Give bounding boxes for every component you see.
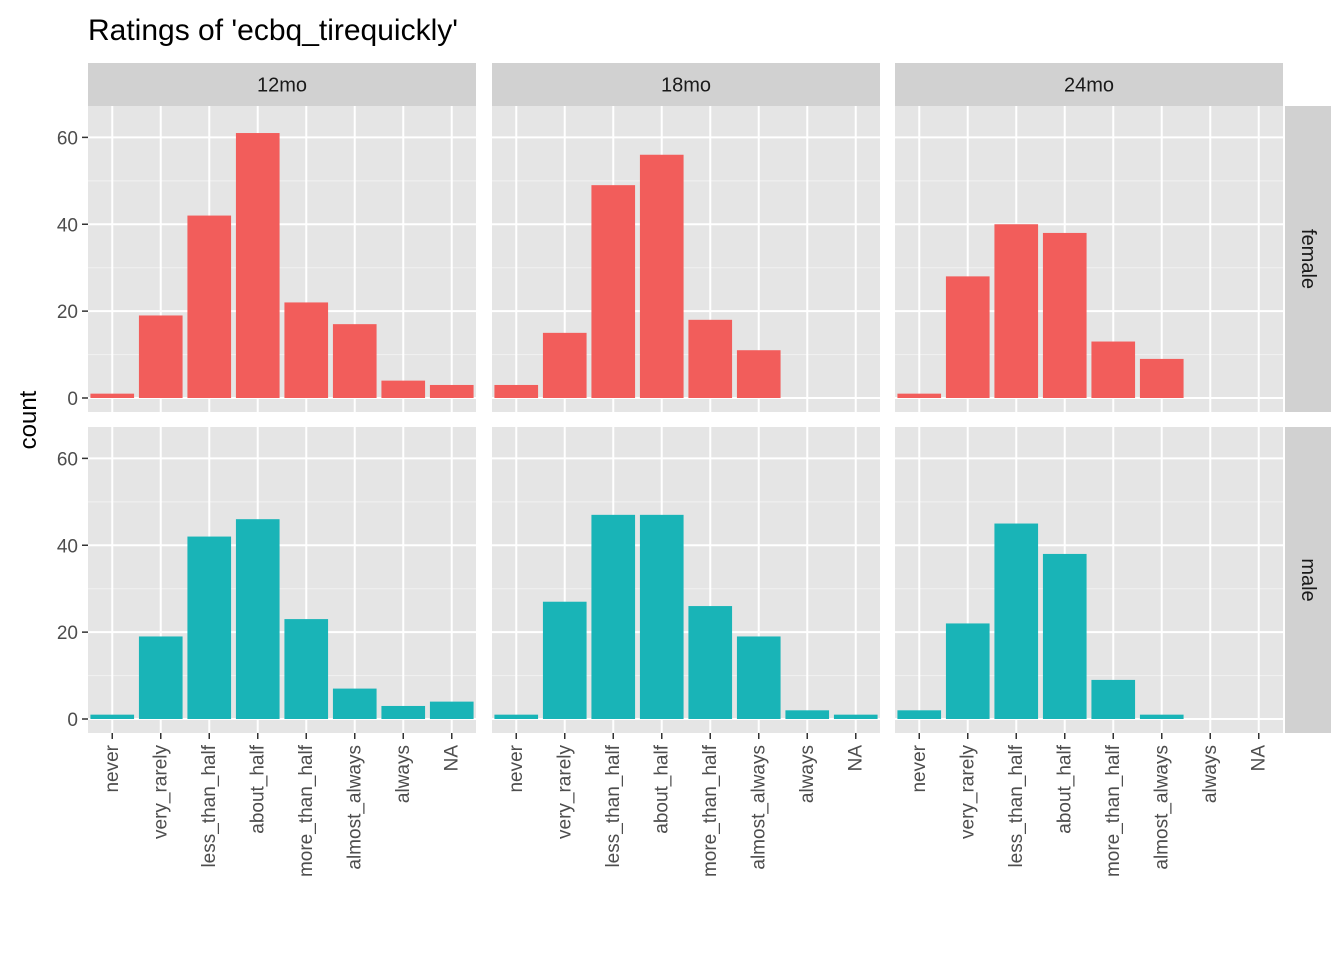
x-tick-label: almost_always — [344, 745, 365, 870]
x-tick-label: always — [1200, 745, 1221, 803]
x-tick-label: never — [102, 744, 123, 792]
bar-24mo-female-never — [897, 393, 942, 398]
x-tick-label: about_half — [1054, 744, 1075, 833]
x-tick-label: always — [393, 745, 414, 803]
x-tick-label: always — [797, 745, 818, 803]
bar-12mo-female-more_than_half — [284, 302, 329, 398]
bar-12mo-female-always — [381, 380, 426, 398]
y-axis-title: count — [15, 390, 42, 449]
x-tick-label: never — [506, 744, 527, 792]
bar-18mo-male-never — [494, 714, 539, 719]
strip-label-18mo: 18mo — [661, 75, 711, 97]
bar-24mo-male-almost_always — [1139, 714, 1184, 719]
bar-24mo-female-almost_always — [1139, 358, 1184, 398]
chart-title: Ratings of 'ecbq_tirequickly' — [88, 14, 458, 47]
x-tick-label: NA — [441, 745, 462, 772]
x-tick-label: almost_always — [1151, 745, 1172, 870]
strip-label-male: male — [1297, 558, 1319, 601]
x-tick-label: about_half — [247, 744, 268, 833]
bar-18mo-male-NA — [833, 714, 878, 719]
panel-12mo-male — [88, 427, 476, 733]
x-tick-label: NA — [1248, 745, 1269, 772]
bar-18mo-male-always — [785, 710, 830, 719]
bar-12mo-male-very_rarely — [138, 636, 183, 719]
panel-24mo-female — [895, 106, 1283, 412]
y-tick-label: 40 — [57, 215, 78, 236]
bar-24mo-female-less_than_half — [994, 224, 1039, 398]
bar-12mo-male-about_half — [235, 519, 280, 719]
bar-18mo-female-almost_always — [736, 350, 781, 398]
y-tick-label: 40 — [57, 536, 78, 557]
x-tick-label: more_than_half — [700, 744, 721, 877]
bar-18mo-female-never — [494, 384, 539, 398]
bar-24mo-male-about_half — [1042, 553, 1087, 719]
panel-18mo-male — [492, 427, 880, 733]
panel-12mo-female — [88, 106, 476, 412]
x-tick-label: less_than_half — [1006, 744, 1027, 867]
strip-12mo — [88, 63, 476, 106]
bar-12mo-female-never — [90, 393, 135, 398]
x-tick-label: very_rarely — [957, 745, 978, 839]
panel-24mo-male — [895, 427, 1283, 733]
y-tick-label: 60 — [57, 128, 78, 149]
bar-24mo-female-very_rarely — [945, 276, 990, 398]
x-tick-label: NA — [845, 745, 866, 772]
y-tick-label: 20 — [57, 623, 78, 644]
bar-18mo-male-about_half — [639, 514, 684, 719]
y-tick-label: 60 — [57, 449, 78, 470]
x-tick-label: less_than_half — [603, 744, 624, 867]
bar-12mo-male-less_than_half — [187, 536, 232, 719]
bar-18mo-male-less_than_half — [591, 514, 636, 719]
bar-18mo-female-less_than_half — [591, 185, 636, 398]
bar-24mo-female-more_than_half — [1091, 341, 1136, 398]
bar-18mo-female-very_rarely — [542, 332, 587, 398]
bar-12mo-female-NA — [429, 384, 474, 398]
bar-24mo-male-more_than_half — [1091, 679, 1136, 719]
bar-12mo-male-always — [381, 705, 426, 719]
bar-18mo-male-more_than_half — [688, 606, 733, 719]
bar-18mo-female-about_half — [639, 154, 684, 398]
x-tick-label: almost_always — [748, 745, 769, 870]
bar-18mo-female-more_than_half — [688, 319, 733, 398]
bar-12mo-female-almost_always — [332, 324, 377, 398]
bar-12mo-female-less_than_half — [187, 215, 232, 398]
x-tick-label: more_than_half — [1103, 744, 1124, 877]
x-tick-label: more_than_half — [296, 744, 317, 877]
bar-12mo-male-never — [90, 714, 135, 719]
strip-label-12mo: 12mo — [257, 75, 307, 97]
x-tick-label: very_rarely — [554, 745, 575, 839]
bar-12mo-male-more_than_half — [284, 619, 329, 719]
strip-label-24mo: 24mo — [1064, 75, 1114, 97]
bar-24mo-male-very_rarely — [945, 623, 990, 719]
plot-area: 12mo 18mo 24mo female male 0 20 40 60 0 20 40 60 neve… — [57, 63, 1331, 877]
bar-18mo-male-very_rarely — [542, 601, 587, 719]
bar-12mo-male-NA — [429, 701, 474, 719]
strip-label-female: female — [1297, 229, 1319, 289]
y-tick-label: 0 — [67, 389, 78, 410]
bar-24mo-male-less_than_half — [994, 523, 1039, 719]
y-tick-label: 0 — [67, 710, 78, 731]
bar-12mo-female-about_half — [235, 133, 280, 398]
bar-18mo-male-almost_always — [736, 636, 781, 719]
strip-18mo — [492, 63, 880, 106]
x-tick-label: never — [909, 744, 930, 792]
strip-female — [1285, 106, 1331, 412]
bar-12mo-female-very_rarely — [138, 315, 183, 398]
x-tick-label: less_than_half — [199, 744, 220, 867]
x-tick-label: very_rarely — [150, 745, 171, 839]
panel-18mo-female — [492, 106, 880, 412]
bar-24mo-female-about_half — [1042, 232, 1087, 398]
y-tick-label: 20 — [57, 302, 78, 323]
strip-24mo — [895, 63, 1283, 106]
strip-male — [1285, 427, 1331, 733]
bar-12mo-male-almost_always — [332, 688, 377, 719]
x-tick-label: about_half — [651, 744, 672, 833]
bar-24mo-male-never — [897, 710, 942, 719]
